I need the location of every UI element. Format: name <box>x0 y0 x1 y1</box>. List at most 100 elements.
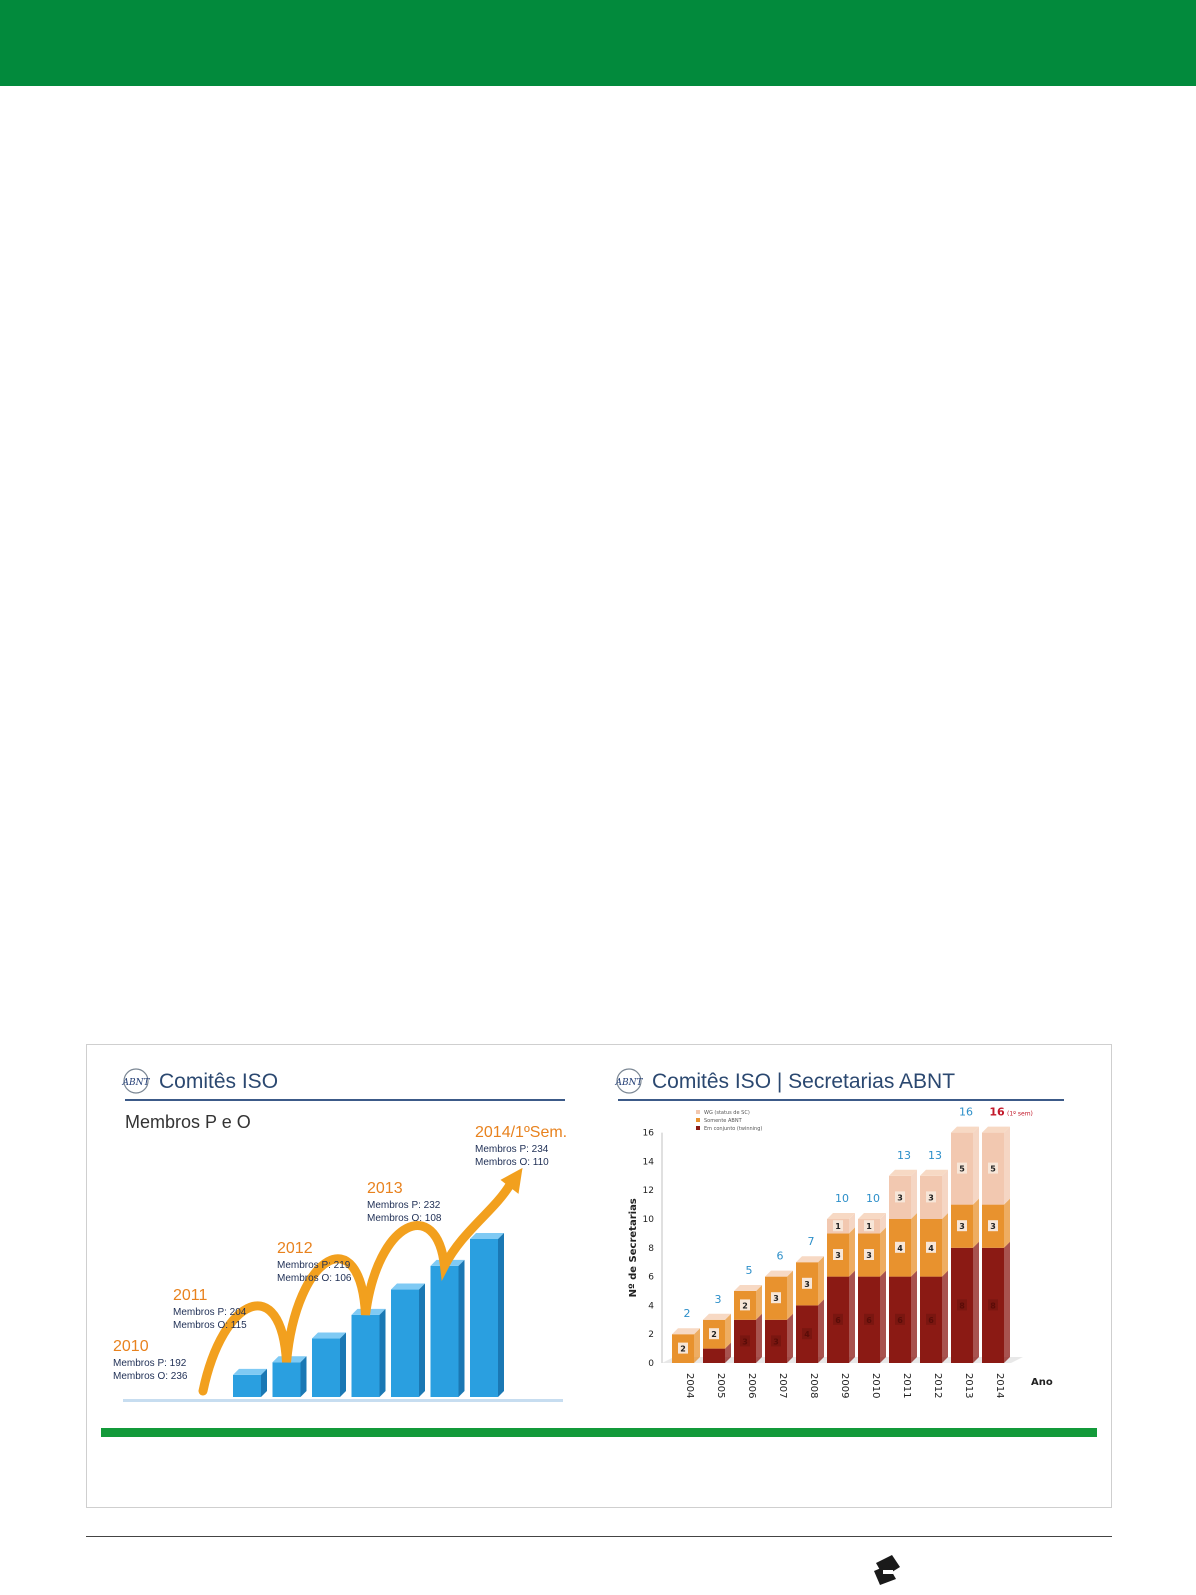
segment-label: 3 <box>773 1294 779 1303</box>
growth-arrow <box>198 1179 515 1396</box>
abnt-logo-icon: ABNT <box>615 1068 643 1094</box>
stacked-bar: 4 3 7 <box>796 1235 824 1363</box>
segment-label-box <box>988 1162 998 1174</box>
bar-top <box>765 1270 793 1277</box>
bar-segment-side <box>942 1213 948 1277</box>
bar-front <box>430 1265 459 1397</box>
bar-top <box>470 1233 504 1239</box>
y-tick-label: 8 <box>648 1244 654 1254</box>
y-tick-label: 0 <box>648 1359 654 1369</box>
segment-label-box <box>833 1220 843 1232</box>
membros-o-label: Membros O: 236 <box>113 1371 188 1382</box>
bar-top <box>672 1328 700 1335</box>
heading-rule <box>125 1099 565 1101</box>
y-tick-label: 12 <box>643 1186 654 1196</box>
year-annotation: 2014/1ºSem. Membros P: 234 Membros O: 110 <box>475 1124 567 1168</box>
membros-o-label: Membros O: 106 <box>277 1273 352 1284</box>
y-tick-label: 4 <box>648 1301 654 1311</box>
floor-line <box>123 1399 563 1402</box>
segment-label: 2 <box>680 1345 686 1354</box>
bar <box>312 1332 346 1397</box>
segment-label: 3 <box>928 1193 934 1202</box>
year-label: 2011 <box>173 1287 208 1304</box>
bar-side <box>498 1233 504 1397</box>
stacked-bar: 6 3 1 10 <box>858 1192 886 1363</box>
bar-segment-side <box>1004 1198 1010 1248</box>
bar-side <box>419 1283 425 1397</box>
left-chart-panel: ABNT Comitês ISO Membros P e O 2010 Membr… <box>113 1057 581 1452</box>
bar-front <box>272 1362 301 1397</box>
membros-p-label: Membros P: 204 <box>173 1307 247 1318</box>
total-label: 13 <box>897 1149 911 1162</box>
y-tick-label: 14 <box>643 1157 655 1167</box>
bar-segment-side <box>756 1313 762 1363</box>
stacked-bar: 8 3 5 16 <box>951 1106 979 1363</box>
year-label: 2014/1ºSem. <box>475 1124 567 1141</box>
stacked-bar: 3 3 6 <box>765 1250 793 1363</box>
stacked-bars-group: 2223325336437631106311064313643138351683… <box>672 1106 1033 1363</box>
stacked-bar: 6 3 1 10 <box>827 1192 855 1363</box>
x-axis-labels: 2004 2005 2006 2007 2008 2009 2010 2011 2012 2013… <box>684 1373 1053 1398</box>
year-annotation: 2013 Membros P: 232 Membros O: 108 <box>367 1180 442 1224</box>
stacked-bar: 23 <box>703 1293 731 1363</box>
segment-label: 5 <box>959 1165 965 1174</box>
bar-segment-side <box>880 1227 886 1277</box>
segment-label: 3 <box>804 1280 810 1289</box>
bar-top <box>889 1169 917 1176</box>
bar-segment-side <box>1004 1241 1010 1363</box>
bar <box>351 1308 386 1397</box>
membros-o-label: Membros O: 110 <box>475 1157 549 1168</box>
segment-label: 8 <box>959 1301 965 1310</box>
segment-label: 3 <box>742 1337 748 1346</box>
year-annotation: 2010 Membros P: 192 Membros O: 236 <box>113 1338 188 1382</box>
x-tick-label: 2009 <box>839 1373 850 1398</box>
header-green-band <box>0 0 1196 86</box>
bar-side <box>458 1259 465 1397</box>
x-tick-label: 2007 <box>777 1373 788 1398</box>
bar-segment-side <box>973 1126 979 1205</box>
bar-segment-side <box>911 1270 917 1363</box>
segment-label: 8 <box>990 1301 996 1310</box>
bar-top <box>734 1285 762 1291</box>
segment-label: 6 <box>866 1316 872 1325</box>
total-label: 13 <box>928 1149 942 1162</box>
year-label: 2010 <box>113 1338 149 1355</box>
total-label: 5 <box>746 1264 753 1277</box>
bar-segment <box>703 1348 725 1363</box>
stacked-bar: 8 3 5 16 (1º sem) <box>982 1106 1033 1363</box>
year-label: 2012 <box>277 1240 313 1257</box>
y-axis-title: Nº de Secretarias <box>628 1198 639 1297</box>
bar-segment-side <box>1004 1126 1010 1205</box>
segment-label-box <box>833 1313 843 1325</box>
segment-label: 3 <box>990 1222 996 1231</box>
x-tick-label: 2012 <box>932 1373 943 1398</box>
segment-label: 3 <box>866 1251 872 1260</box>
bar-top <box>703 1313 731 1320</box>
legend-label: Em conjunto (twinning) <box>704 1126 762 1132</box>
bar-front <box>470 1239 498 1397</box>
bar-segment-side <box>849 1213 855 1234</box>
bar-segment-side <box>849 1270 855 1363</box>
segment-label-box <box>926 1313 936 1325</box>
legend-item: Em conjunto (twinning) <box>696 1126 762 1132</box>
stacked-bar: 6 4 3 13 <box>920 1149 948 1363</box>
bar-top <box>858 1213 886 1219</box>
segment-label-box <box>740 1299 750 1311</box>
bar-segment-side <box>911 1213 917 1277</box>
x-tick-label: 2008 <box>808 1373 819 1398</box>
bar-side <box>379 1308 386 1397</box>
bar-segment-side <box>973 1198 979 1248</box>
segment-label: 4 <box>804 1330 810 1339</box>
segment-label-box <box>988 1220 998 1232</box>
x-tick-label: 2010 <box>870 1373 881 1398</box>
membros-o-label: Membros O: 115 <box>173 1320 247 1331</box>
stacked-bar: 3 2 5 <box>734 1264 762 1363</box>
secretarias-chart: ABNT Comitês ISO | Secretarias ABNT WG (… <box>615 1068 1064 1398</box>
bar-front <box>312 1338 340 1397</box>
bar <box>233 1368 267 1397</box>
bar-front <box>391 1289 419 1397</box>
total-suffix-label: (1º sem) <box>1007 1111 1033 1118</box>
segment-label-box <box>926 1241 936 1253</box>
segment-label-box <box>833 1249 843 1260</box>
publisher-logo-icon <box>874 1555 900 1585</box>
